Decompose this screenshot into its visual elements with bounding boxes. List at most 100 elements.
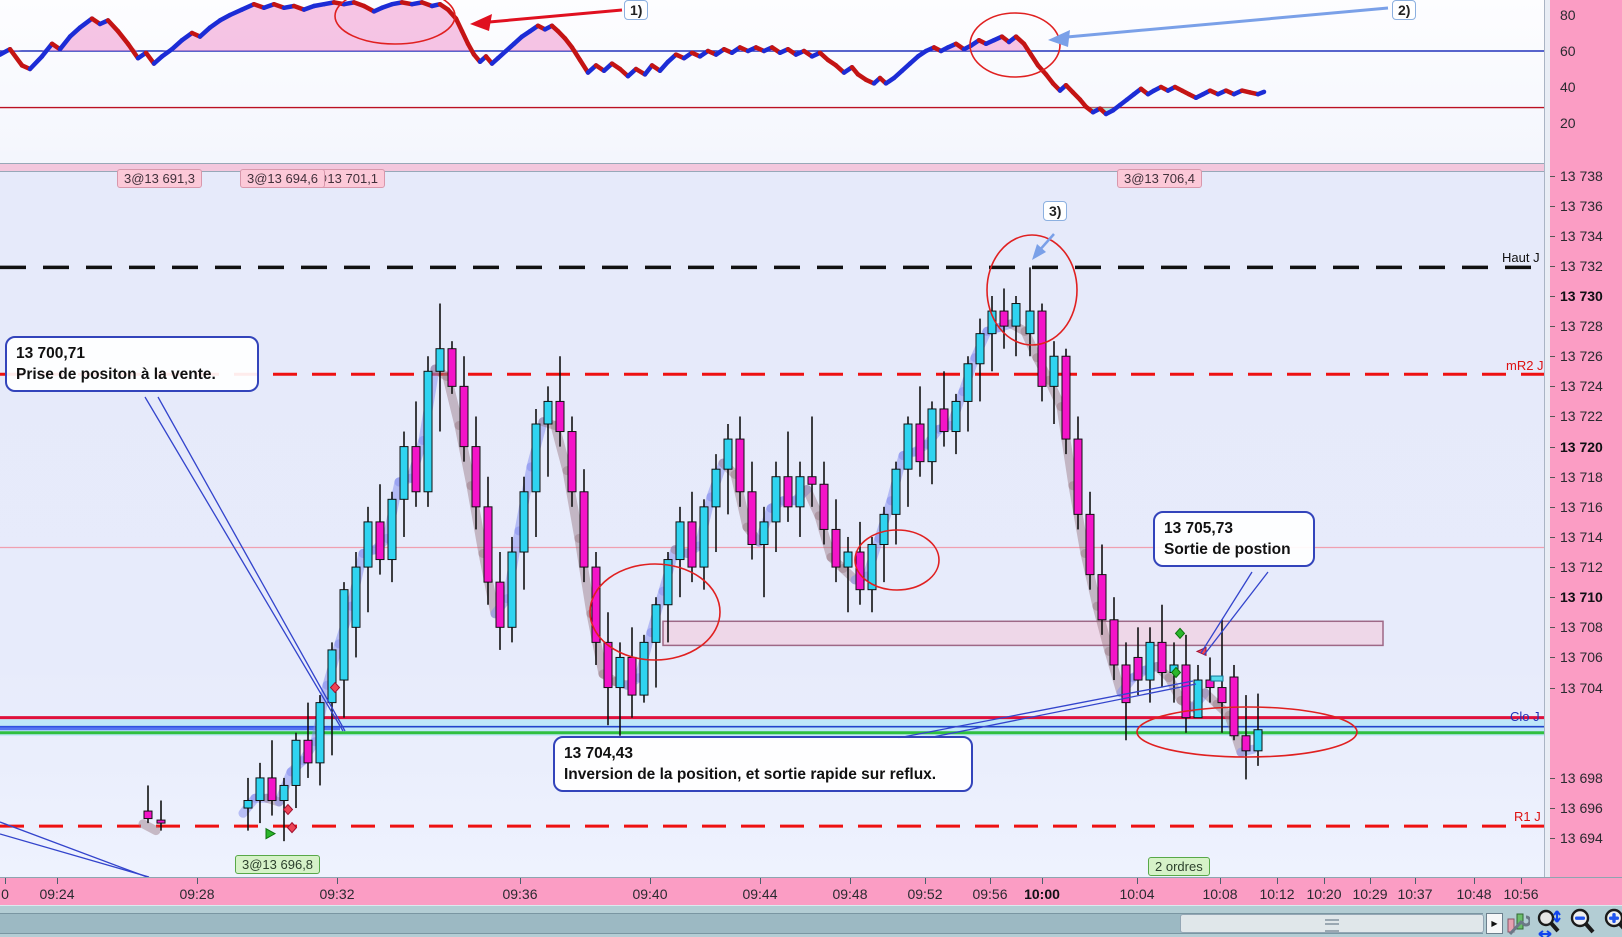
price-tickmark bbox=[1550, 416, 1555, 418]
time-tickmark bbox=[5, 878, 6, 884]
time-tick-10:00: 10:00 bbox=[1024, 886, 1060, 902]
time-tickmark bbox=[57, 878, 58, 884]
time-tickmark bbox=[1415, 878, 1416, 884]
time-tick-10:04: 10:04 bbox=[1119, 886, 1155, 902]
callout-entry-sell[interactable]: 13 700,71 Prise de positon à la vente. bbox=[5, 336, 259, 392]
time-tickmark bbox=[1521, 878, 1522, 884]
price-tick-13696: 13 696 bbox=[1560, 800, 1603, 817]
price-tick-13710: 13 710 bbox=[1560, 589, 1603, 606]
annotation-layer-top[interactable] bbox=[334, 0, 1389, 78]
annotation-label-2[interactable]: 2) bbox=[1392, 0, 1417, 20]
bottom-toolbar: ▶ bbox=[0, 905, 1622, 937]
order-count-label[interactable]: 2 ordres bbox=[1148, 857, 1210, 876]
time-tickmark bbox=[850, 878, 851, 884]
price-tick-13708: 13 708 bbox=[1560, 619, 1603, 636]
price-tick-13722: 13 722 bbox=[1560, 408, 1603, 425]
level-label-clo: Clo J bbox=[1510, 709, 1540, 724]
ellipse-annotation-3[interactable] bbox=[986, 234, 1078, 346]
ellipse-annotation-mid[interactable] bbox=[854, 529, 940, 591]
price-tickmark bbox=[1550, 356, 1555, 358]
callout-entry-sell-price: 13 700,71 bbox=[16, 345, 85, 362]
annotation-label-3[interactable]: 3) bbox=[1043, 201, 1068, 221]
time-tick-09:40: 09:40 bbox=[632, 886, 668, 902]
ellipse-annotation-bottom1[interactable] bbox=[589, 563, 721, 661]
time-tickmark bbox=[520, 878, 521, 884]
oscillator-canvas[interactable] bbox=[0, 0, 1548, 163]
scrollbar-grip-icon bbox=[1325, 919, 1339, 932]
price-tickmark bbox=[1550, 808, 1555, 810]
price-tick-13704: 13 704 bbox=[1560, 679, 1603, 696]
horizontal-scrollbar-track[interactable] bbox=[0, 913, 1484, 934]
time-tickmark bbox=[760, 878, 761, 884]
time-tickmark bbox=[1474, 878, 1475, 884]
order-label-sell-4[interactable]: 3@13 706,4 bbox=[1117, 169, 1203, 188]
order-label-sell-1[interactable]: 3@13 691,3 bbox=[117, 169, 203, 188]
blue-arrow-line[interactable] bbox=[1055, 6, 1389, 40]
zoom-out-icon[interactable] bbox=[1570, 908, 1596, 937]
time-tickmark bbox=[1137, 878, 1138, 884]
price-tickmark bbox=[1550, 265, 1555, 267]
time-tickmark bbox=[1220, 878, 1221, 884]
price-tick-13698: 13 698 bbox=[1560, 769, 1603, 786]
order-label-buy-1[interactable]: 3@13 696,8 bbox=[235, 855, 321, 874]
ellipse-annotation-bottom2[interactable] bbox=[1136, 706, 1358, 758]
ellipse-annotation-1[interactable] bbox=[334, 0, 456, 45]
annotation-layer-main[interactable] bbox=[0, 233, 1358, 877]
price-tick-13716: 13 716 bbox=[1560, 498, 1603, 515]
time-tick-0: 0 bbox=[1, 886, 9, 902]
callout-exit-price: 13 705,73 bbox=[1164, 520, 1233, 537]
time-tick-09:24: 09:24 bbox=[39, 886, 75, 902]
red-arrow-line[interactable] bbox=[477, 8, 623, 25]
order-label-sell-2[interactable]: 3@13 694,6 bbox=[240, 169, 326, 188]
price-tick-13738: 13 738 bbox=[1560, 167, 1603, 184]
time-tick-10:29: 10:29 bbox=[1352, 886, 1388, 902]
zoom-in-icon[interactable] bbox=[1604, 908, 1622, 937]
blue-arrow-3-head-icon bbox=[1032, 244, 1046, 260]
time-tickmark bbox=[925, 878, 926, 884]
level-label-mr2: mR2 J bbox=[1506, 358, 1544, 373]
zoom-fit-icon[interactable] bbox=[1537, 908, 1563, 937]
price-tickmark bbox=[1550, 326, 1555, 328]
time-tick-10:48: 10:48 bbox=[1456, 886, 1492, 902]
price-tickmark bbox=[1550, 205, 1555, 207]
annotation-label-1[interactable]: 1) bbox=[624, 0, 649, 20]
price-tick-13724: 13 724 bbox=[1560, 378, 1603, 395]
time-tick-10:56: 10:56 bbox=[1503, 886, 1539, 902]
osc-tick-40: 40 bbox=[1560, 79, 1576, 95]
price-tickmark bbox=[1550, 777, 1555, 779]
price-tick-13712: 13 712 bbox=[1560, 559, 1603, 576]
price-tick-13694: 13 694 bbox=[1560, 830, 1603, 847]
price-tickmark bbox=[1550, 386, 1555, 388]
time-tickmark bbox=[990, 878, 991, 884]
time-tick-09:36: 09:36 bbox=[502, 886, 538, 902]
time-tickmark bbox=[1370, 878, 1371, 884]
time-tick-09:28: 09:28 bbox=[179, 886, 215, 902]
oscillator-panel[interactable]: 1) 2) bbox=[0, 0, 1548, 163]
price-tick-13706: 13 706 bbox=[1560, 649, 1603, 666]
callout-inversion-text: Inversion de la position, et sortie rapi… bbox=[564, 766, 937, 783]
callout-inversion[interactable]: 13 704,43 Inversion de la position, et s… bbox=[553, 736, 973, 792]
callout-exit[interactable]: 13 705,73 Sortie de postion bbox=[1153, 511, 1315, 567]
time-axis[interactable]: 0 09:24 09:28 09:32 09:36 09:40 09:44 09:48 09:5… bbox=[0, 877, 1622, 906]
panel-divider[interactable] bbox=[0, 163, 1622, 172]
price-tickmark bbox=[1550, 296, 1555, 297]
red-arrow-head-icon bbox=[470, 14, 492, 31]
time-tick-10:20: 10:20 bbox=[1306, 886, 1342, 902]
price-tickmark bbox=[1550, 838, 1555, 840]
price-tick-13732: 13 732 bbox=[1560, 257, 1603, 274]
price-tick-13736: 13 736 bbox=[1560, 197, 1603, 214]
price-tickmark bbox=[1550, 627, 1555, 629]
time-tickmark bbox=[1277, 878, 1278, 884]
callout-inversion-price: 13 704,43 bbox=[564, 745, 633, 762]
price-tick-13734: 13 734 bbox=[1560, 227, 1603, 244]
ellipse-annotation-2[interactable] bbox=[969, 12, 1061, 78]
scroll-right-button[interactable]: ▶ bbox=[1486, 913, 1503, 934]
price-tickmark bbox=[1550, 446, 1555, 448]
price-tickmark bbox=[1550, 476, 1555, 478]
candlestick-canvas[interactable] bbox=[0, 172, 1548, 877]
price-tickmark bbox=[1550, 175, 1555, 177]
blue-arrow-head-icon bbox=[1048, 30, 1070, 47]
horizontal-scrollbar-thumb[interactable] bbox=[1180, 914, 1484, 933]
chart-settings-icon[interactable] bbox=[1506, 909, 1530, 937]
